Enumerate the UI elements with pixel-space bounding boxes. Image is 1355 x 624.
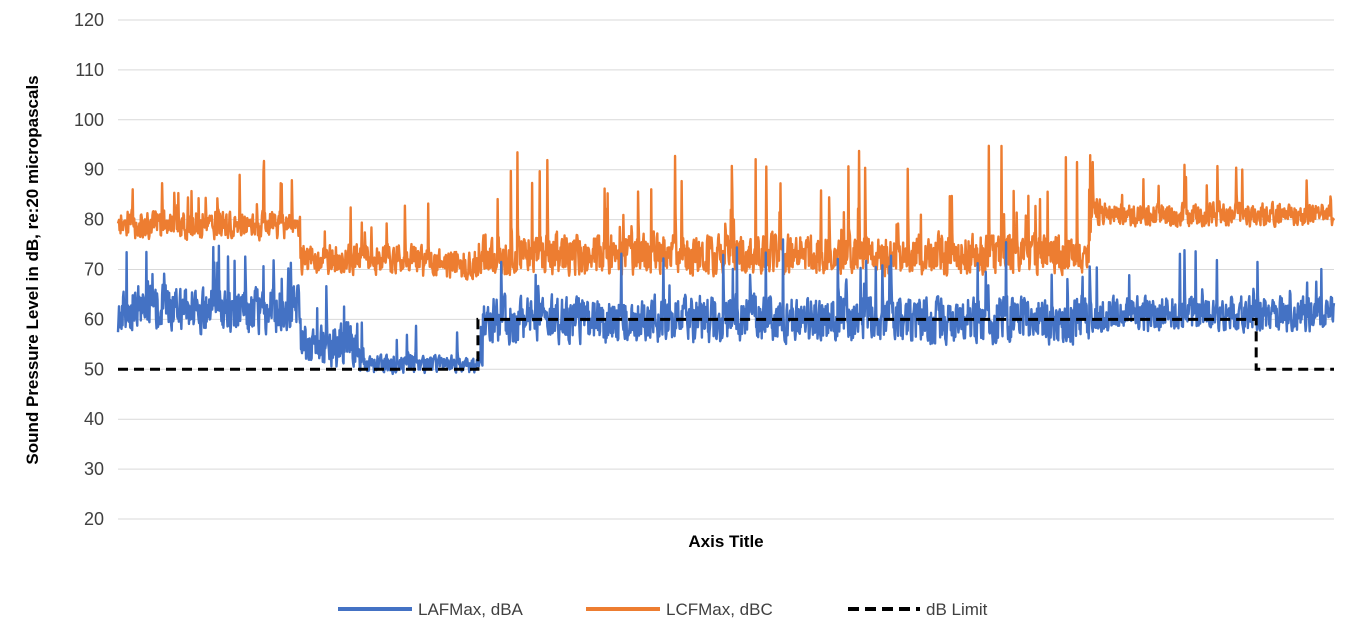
series-layer: [116, 144, 1336, 376]
series-line-0: [116, 238, 1336, 376]
y-tick-label: 50: [84, 359, 104, 379]
legend-label-lcfmax: LCFMax, dBC: [666, 600, 773, 619]
y-tick-label: 70: [84, 260, 104, 280]
x-axis-title: Axis Title: [688, 532, 763, 551]
y-tick-label: 100: [74, 110, 104, 130]
y-axis-ticks: 20 30 40 50 60 70 80 90 100 110 120: [74, 10, 104, 529]
legend: LAFMax, dBA LCFMax, dBC dB Limit: [338, 600, 988, 619]
gridlines: [118, 19, 1334, 520]
y-tick-label: 40: [84, 409, 104, 429]
y-tick-label: 120: [74, 10, 104, 30]
y-tick-label: 90: [84, 160, 104, 180]
y-tick-label: 60: [84, 309, 104, 329]
legend-label-lafmax: LAFMax, dBA: [418, 600, 524, 619]
legend-label-db-limit: dB Limit: [926, 600, 988, 619]
y-tick-label: 20: [84, 509, 104, 529]
y-tick-label: 80: [84, 210, 104, 230]
y-tick-label: 30: [84, 459, 104, 479]
y-tick-label: 110: [75, 60, 104, 80]
series-line-2: [118, 317, 1334, 371]
series-line-1: [116, 144, 1336, 281]
y-axis-title: Sound Pressure Level in dB, re:20 microp…: [23, 75, 42, 464]
